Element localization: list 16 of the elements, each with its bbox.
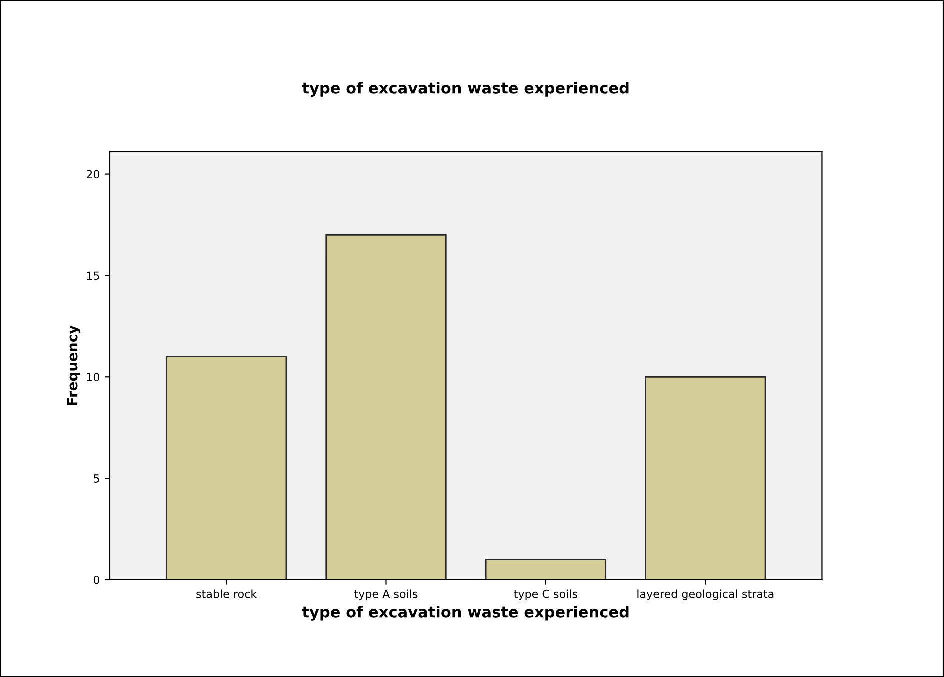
x-tick-label: stable rock — [196, 590, 258, 598]
y-tick-label: 20 — [86, 170, 100, 179]
y-tick-label: 5 — [94, 474, 100, 483]
y-tick-label: 10 — [87, 373, 100, 382]
x-tick-label: type C soils — [514, 590, 578, 600]
y-axis-title: Frequency — [67, 326, 81, 406]
y-tick-label: 0 — [94, 576, 100, 584]
bar — [485, 559, 607, 580]
y-tick-label: 15 — [87, 272, 100, 280]
bar — [326, 234, 447, 580]
bar — [166, 356, 288, 580]
x-tick-label: layered geological strata — [638, 590, 774, 600]
chart-title: type of excavation waste experienced — [302, 82, 629, 97]
x-axis-title: type of excavation waste experienced — [302, 606, 629, 621]
bar — [645, 376, 766, 580]
x-tick-label: type A soils — [354, 590, 418, 600]
